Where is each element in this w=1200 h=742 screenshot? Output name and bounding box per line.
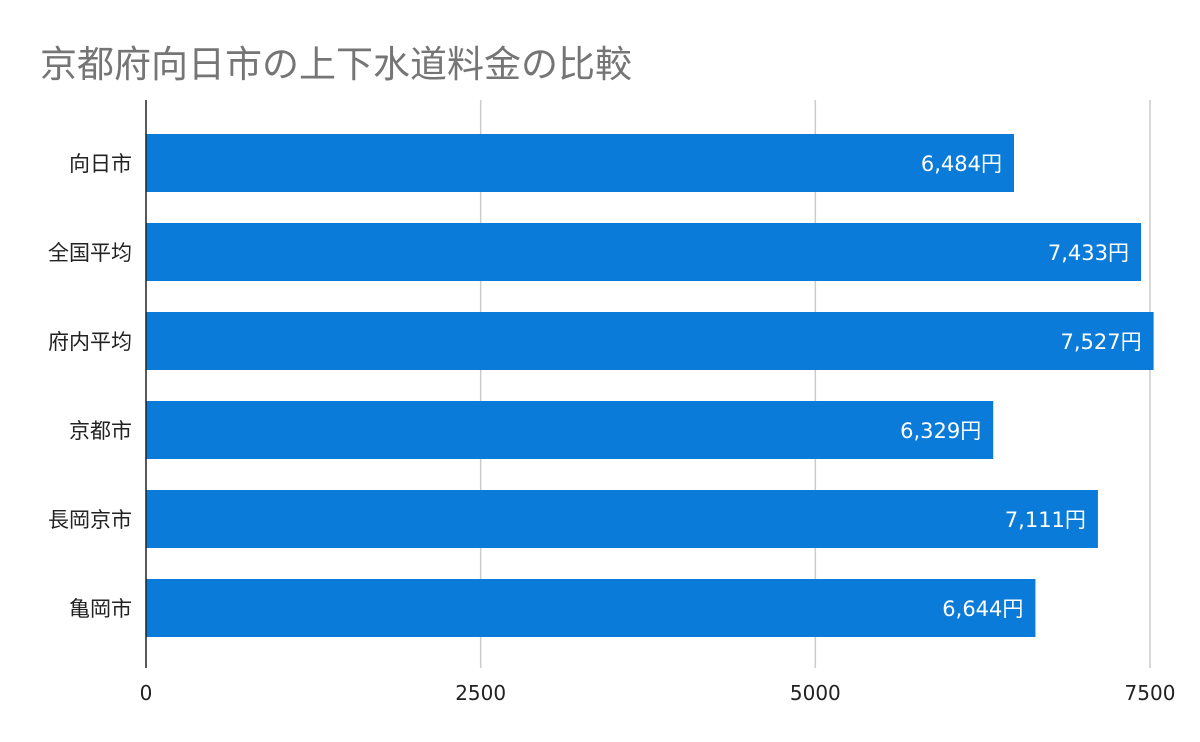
category-label-1: 全国平均 [48, 241, 132, 265]
value-label-2: 7,527円 [1060, 330, 1141, 354]
category-label-5: 亀岡市 [69, 597, 132, 621]
labels: 0 2500 5000 7500 6,484円 向日市 7,433円 全国平均 7,527円 府内… [48, 152, 1175, 705]
bars [146, 134, 1154, 637]
category-label-4: 長岡京市 [48, 508, 132, 532]
grid-lines [479, 100, 1151, 668]
bar-5 [146, 579, 1036, 637]
x-tick-label-2500: 2500 [455, 681, 506, 705]
chart-title: 京都府向日市の上下水道料金の比較 [40, 43, 632, 86]
bar-3 [146, 401, 994, 459]
x-tick-label-5000: 5000 [790, 681, 841, 705]
bar-1 [146, 223, 1142, 281]
x-tick-label-0: 0 [140, 681, 153, 705]
category-label-3: 京都市 [69, 419, 132, 443]
value-label-5: 6,644円 [942, 597, 1023, 621]
value-label-1: 7,433円 [1048, 241, 1129, 265]
category-label-2: 府内平均 [48, 330, 132, 354]
bar-4 [146, 490, 1098, 548]
value-label-0: 6,484円 [921, 152, 1002, 176]
bar-0 [146, 134, 1014, 192]
category-label-0: 向日市 [69, 152, 132, 176]
bar-2 [146, 312, 1154, 370]
value-label-4: 7,111円 [1005, 508, 1086, 532]
x-tick-label-7500: 7500 [1125, 681, 1176, 705]
value-label-3: 6,329円 [900, 419, 981, 443]
